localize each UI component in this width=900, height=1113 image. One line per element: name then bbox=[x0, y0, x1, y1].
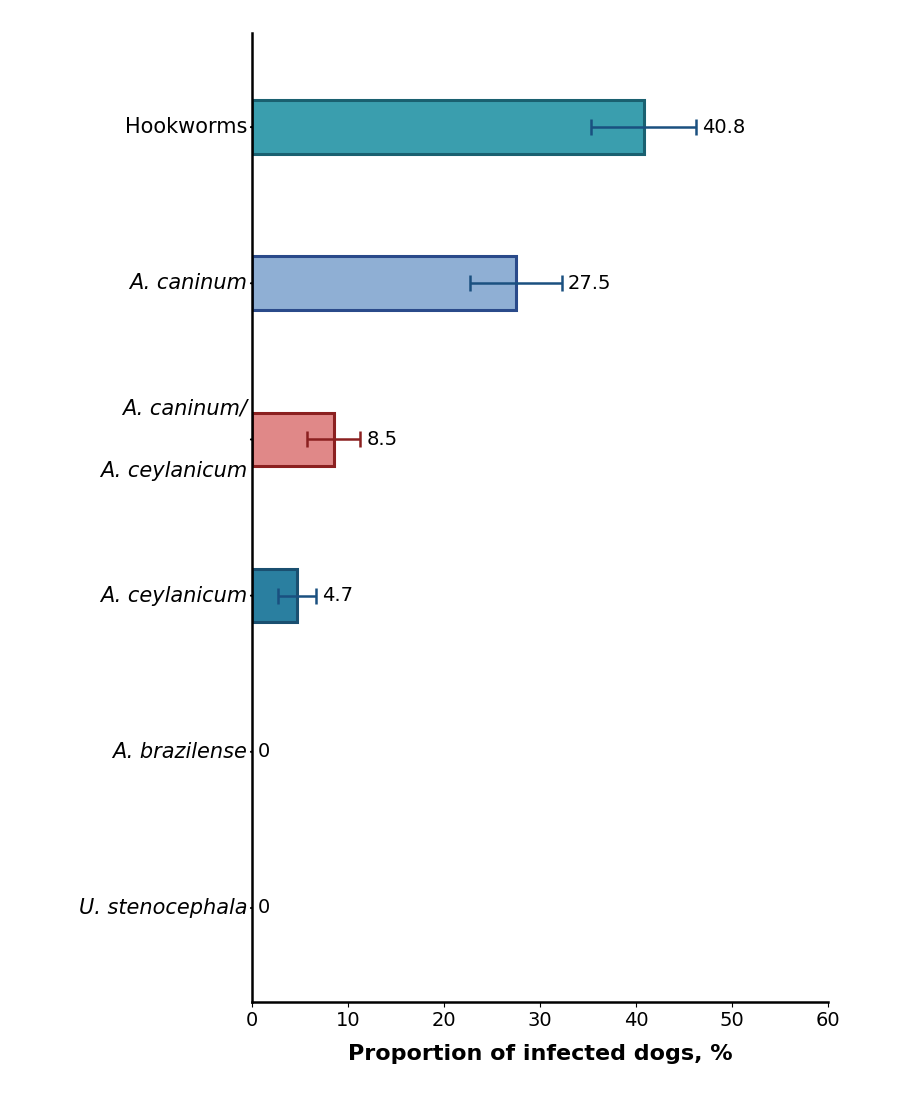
Bar bbox=[252, 256, 516, 311]
Text: 8.5: 8.5 bbox=[366, 430, 398, 449]
Text: Hookworms: Hookworms bbox=[125, 117, 248, 137]
Text: A. caninum: A. caninum bbox=[130, 274, 248, 294]
Bar bbox=[252, 413, 334, 466]
Bar bbox=[252, 569, 297, 622]
Text: 27.5: 27.5 bbox=[568, 274, 611, 293]
Text: 40.8: 40.8 bbox=[702, 118, 745, 137]
Text: 0: 0 bbox=[257, 898, 270, 917]
Text: A. ceylanicum: A. ceylanicum bbox=[100, 585, 248, 605]
Text: 4.7: 4.7 bbox=[322, 587, 353, 605]
Text: U. stenocephala: U. stenocephala bbox=[78, 898, 248, 918]
Text: 0: 0 bbox=[257, 742, 270, 761]
Text: A. caninum/: A. caninum/ bbox=[122, 398, 248, 418]
X-axis label: Proportion of infected dogs, %: Proportion of infected dogs, % bbox=[347, 1044, 733, 1064]
Bar bbox=[252, 100, 644, 154]
Text: A. brazilense: A. brazilense bbox=[112, 741, 248, 761]
Text: A. ceylanicum: A. ceylanicum bbox=[100, 461, 248, 481]
